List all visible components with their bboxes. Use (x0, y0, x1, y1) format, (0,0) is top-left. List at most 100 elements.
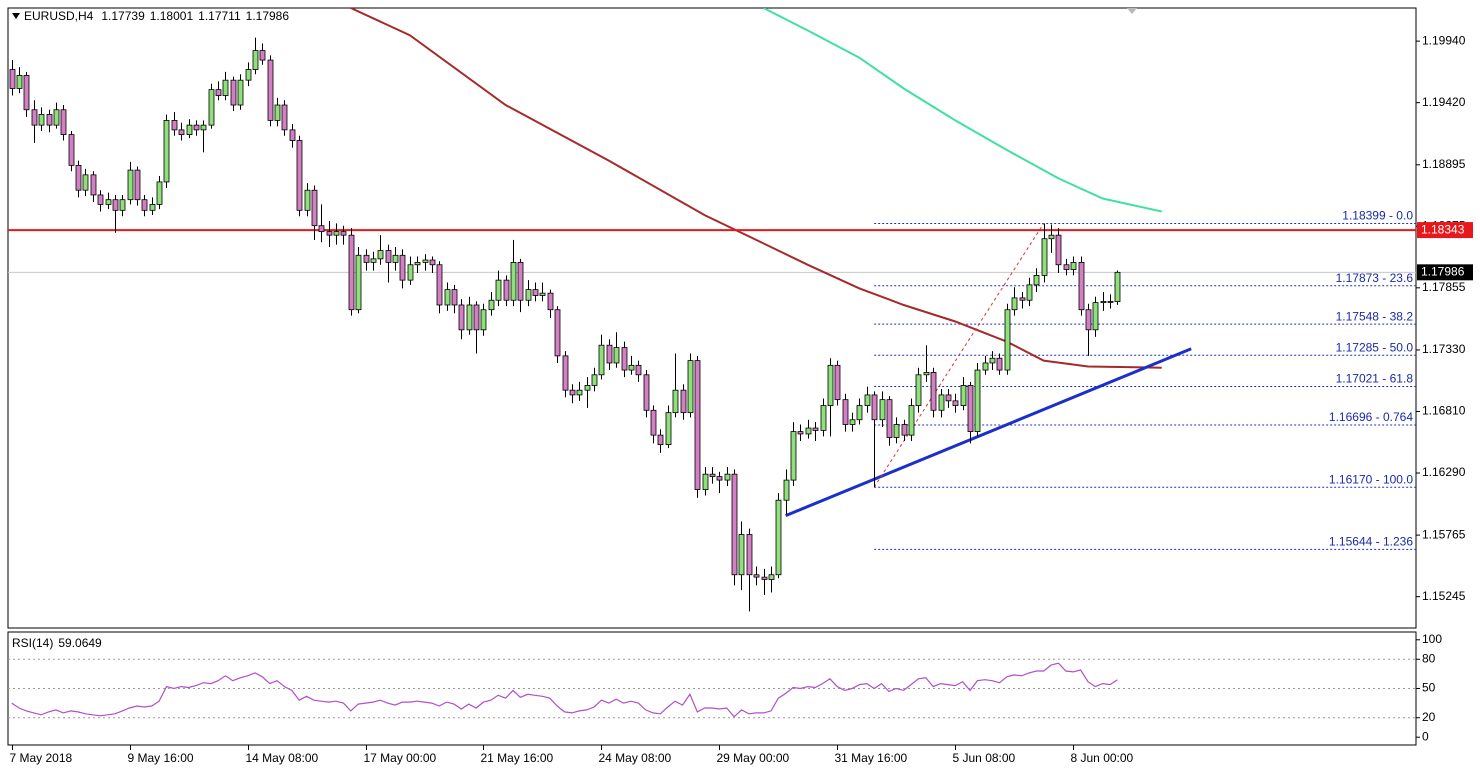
rsi-value: 59.0649 (58, 636, 102, 650)
candle-body (1011, 297, 1018, 311)
candle-body (1092, 302, 1099, 331)
candle-body (156, 181, 163, 205)
candle-body (635, 364, 642, 376)
candle-body (539, 292, 546, 296)
candle-body (16, 75, 23, 89)
candle-body (716, 476, 723, 481)
candle-body (68, 134, 75, 166)
candle-body (879, 399, 886, 421)
x-tick-label: 5 Jun 08:00 (953, 751, 1016, 765)
candle-body (429, 259, 436, 266)
rsi-title: RSI(14) (12, 636, 53, 650)
fib-label: 1.17285 - 50.0 (1336, 340, 1414, 354)
candle-body (466, 304, 473, 331)
trendline (873, 223, 1045, 488)
candle-body (562, 355, 569, 391)
candle-body (252, 50, 259, 70)
candle-body (606, 344, 613, 364)
candle-body (960, 385, 967, 406)
candle-body (554, 309, 561, 357)
x-tick-label: 17 May 00:00 (364, 751, 437, 765)
candle-body (178, 129, 185, 136)
candle-body (908, 405, 915, 436)
y-tick-label: 1.15765 (1422, 527, 1466, 541)
candle-body (989, 357, 996, 364)
candle-body (628, 364, 635, 371)
candle-body (215, 89, 222, 96)
candle-body (827, 364, 834, 406)
candle-body (576, 389, 583, 396)
candle-body (370, 258, 377, 263)
candle-body (849, 419, 856, 425)
candle-body (930, 372, 937, 411)
candle-body (584, 385, 591, 391)
candle-body (694, 360, 701, 490)
x-tick-label: 9 May 16:00 (128, 751, 194, 765)
candle-body (517, 261, 524, 301)
candle-body (458, 304, 465, 331)
level-price-box (1417, 222, 1473, 239)
candle-body (259, 50, 266, 61)
y-tick-label: 1.19420 (1422, 95, 1466, 109)
candle-body (105, 199, 112, 205)
fib-label: 1.16696 - 0.764 (1329, 410, 1413, 424)
y-tick-label: 1.17855 (1422, 280, 1466, 294)
candle-body (915, 374, 922, 406)
candle-body (856, 405, 863, 421)
fib-label: 1.17548 - 38.2 (1336, 309, 1414, 323)
candle-body (1026, 284, 1033, 301)
candle-body (318, 225, 325, 233)
candle-body (687, 360, 694, 414)
candle-body (938, 394, 945, 411)
candle-body (974, 369, 981, 432)
candle-body (1078, 261, 1085, 311)
candle-body (171, 120, 178, 131)
y-tick-label: 1.15245 (1422, 589, 1466, 603)
candle-body (569, 389, 576, 396)
candle-body (952, 400, 959, 406)
candle-body (503, 279, 510, 301)
current-price-label: 1.17986 (1421, 265, 1465, 279)
candle-body (296, 140, 303, 211)
candle-body (775, 499, 782, 576)
candle-body (1100, 301, 1107, 304)
candle-body (738, 534, 745, 576)
candle-body (31, 109, 38, 126)
candle-body (267, 59, 274, 121)
moving-average (350, 8, 1162, 369)
candle-body (598, 344, 605, 376)
candle-body (245, 69, 252, 81)
candle-body (1114, 271, 1121, 302)
level-price-label: 1.18343 (1421, 222, 1465, 236)
y-tick-label: 0 (1422, 729, 1429, 743)
candle-body (186, 124, 193, 136)
candle-body (38, 114, 45, 126)
candle-body (385, 250, 392, 263)
candle-body (650, 409, 657, 436)
candle-body (709, 473, 716, 477)
candle-body (643, 374, 650, 411)
candle-body (1055, 234, 1062, 266)
candle-body (724, 473, 731, 481)
candle-body (702, 473, 709, 490)
candle-body (525, 289, 532, 301)
candle-body (1033, 275, 1040, 286)
y-tick-label: 80 (1422, 651, 1436, 665)
main-layer: 1.18399 - 0.0 1.17873 - 23.6 1.17548 - 38.… (8, 8, 1416, 612)
candle-body (1107, 301, 1114, 303)
scroll-marker (1127, 8, 1137, 14)
candle-body (230, 79, 237, 106)
main-pane (7, 7, 1417, 629)
candle-body (53, 109, 60, 126)
candle-body (797, 431, 804, 435)
candle-body (1070, 261, 1077, 270)
candle-body (23, 75, 30, 111)
rsi-line (11, 662, 1118, 718)
candle-body (1063, 264, 1070, 270)
candle-body (680, 389, 687, 414)
candle-body (340, 231, 347, 236)
candle-body (208, 89, 215, 126)
candle-body (746, 534, 753, 576)
candle-body (363, 254, 370, 263)
